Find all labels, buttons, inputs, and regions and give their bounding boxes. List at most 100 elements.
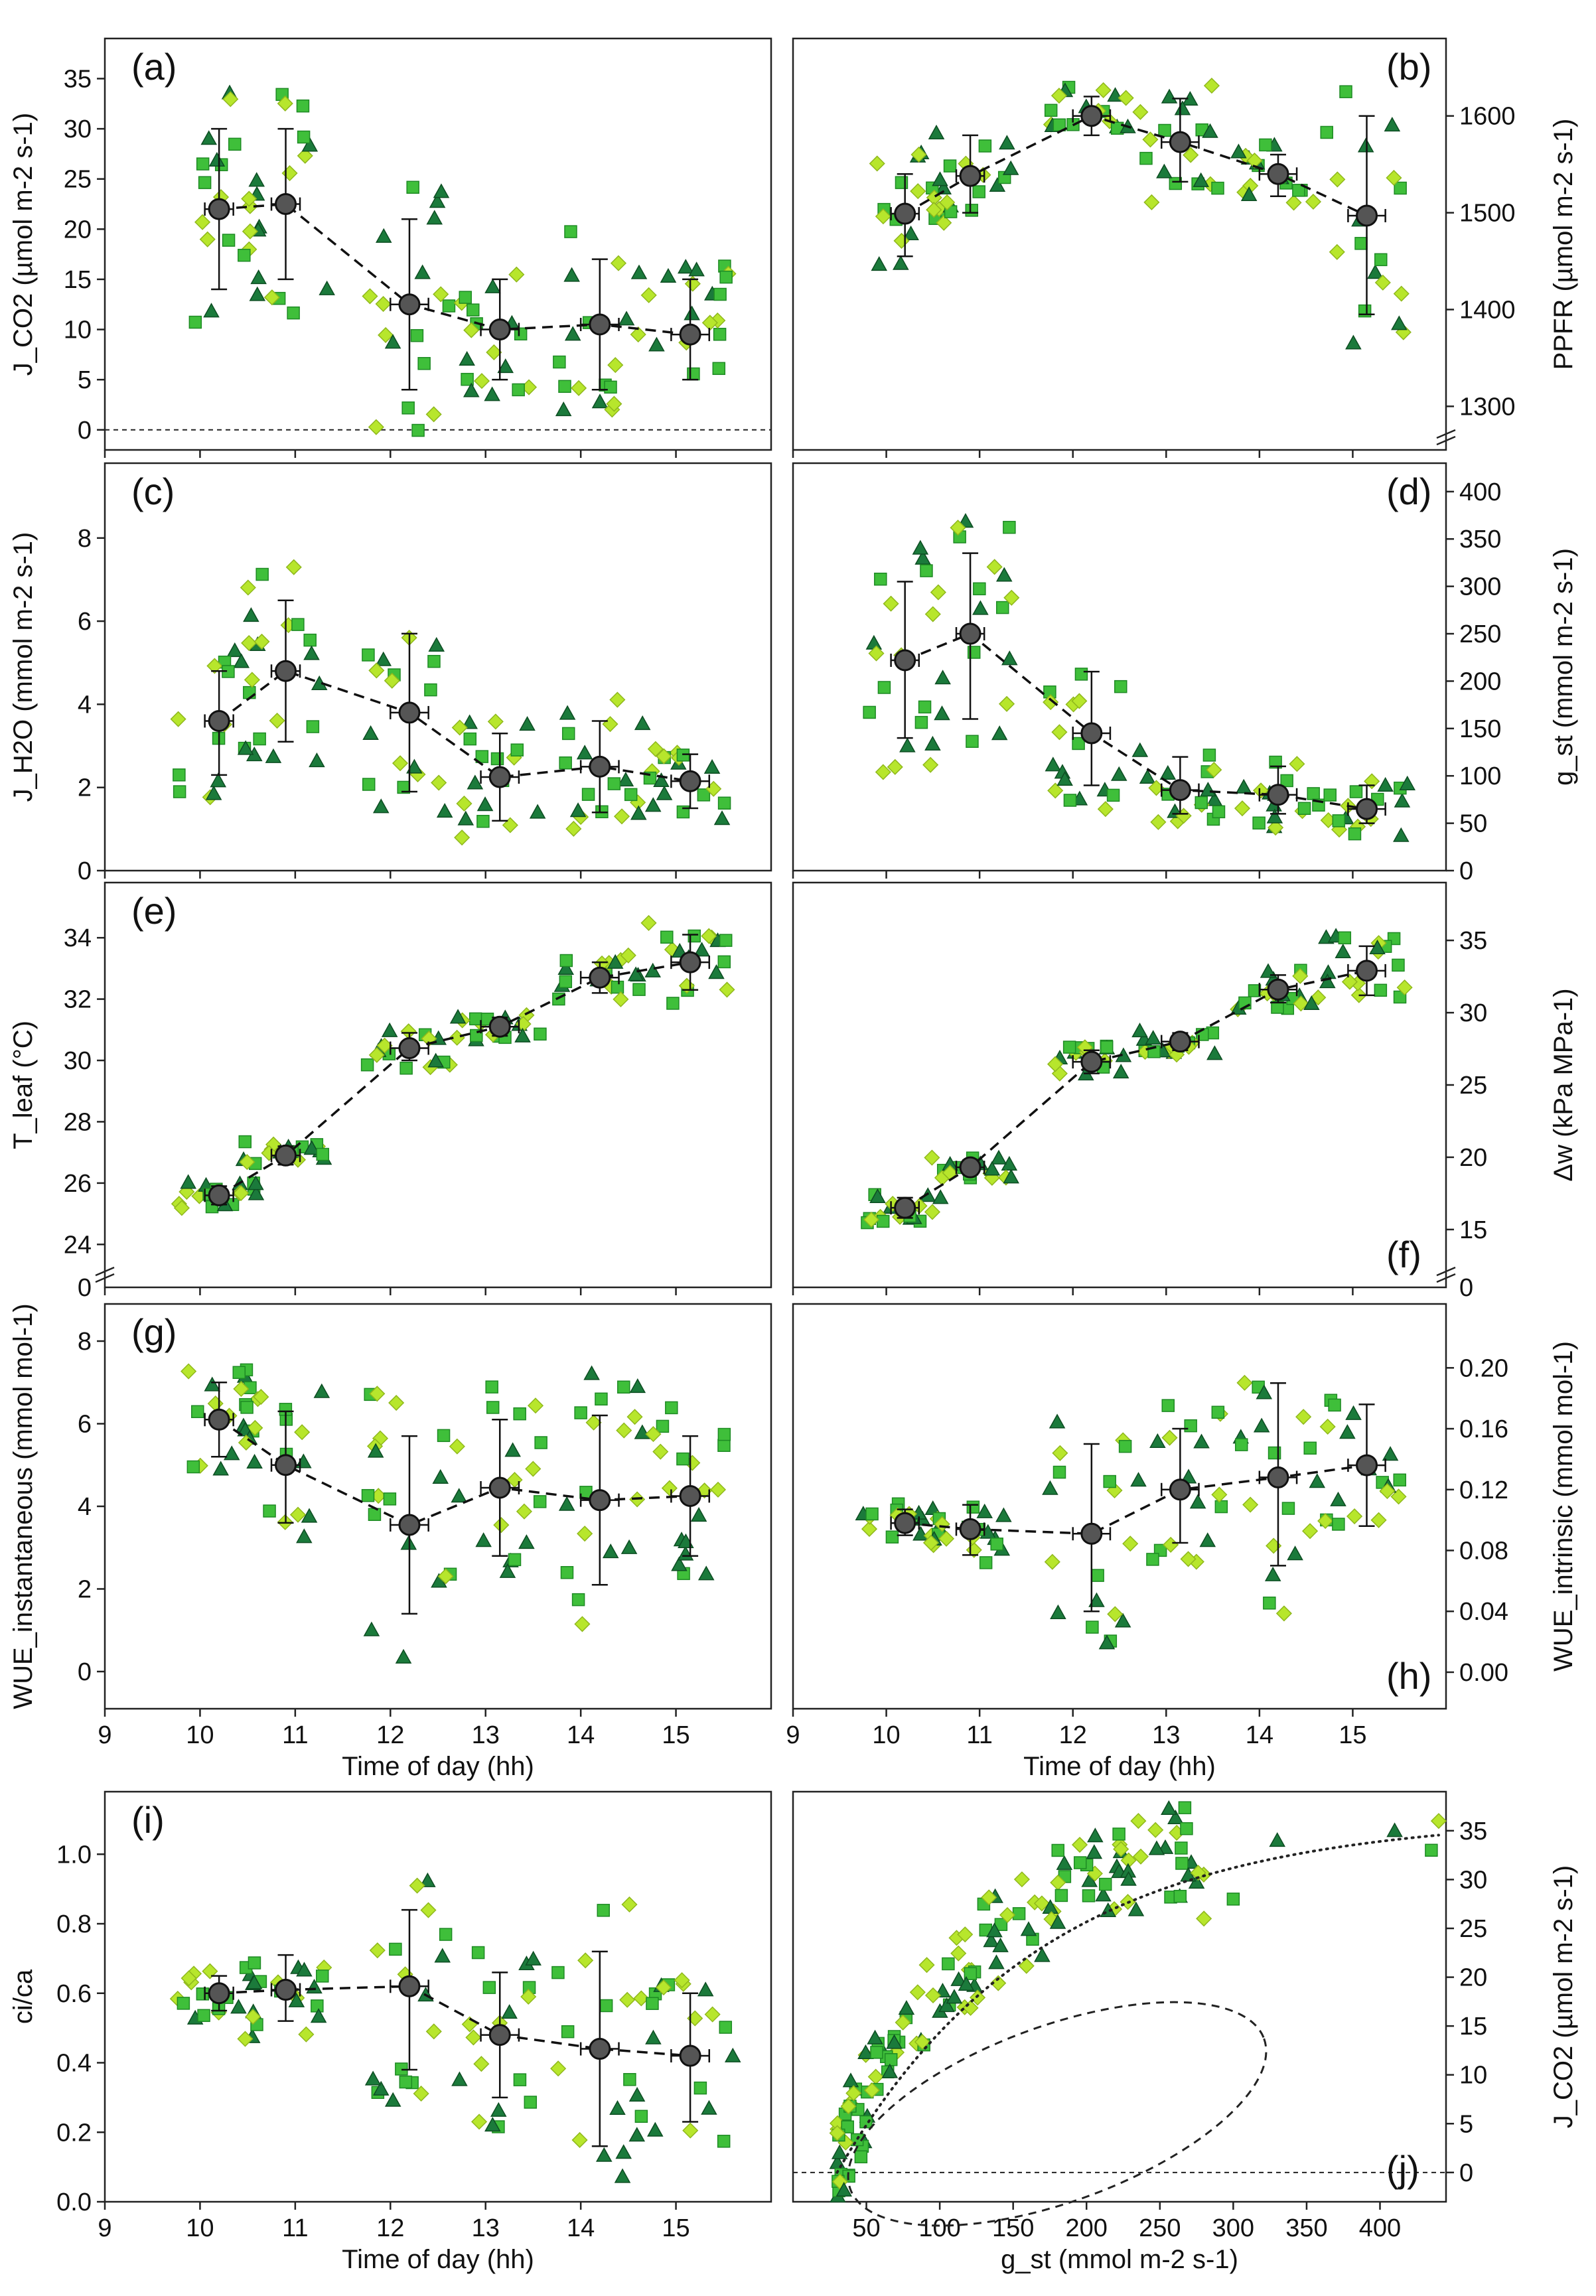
observation-point: [285, 559, 302, 575]
x-tick-label: 350: [1285, 2214, 1327, 2242]
observation-point: [609, 2100, 626, 2115]
observation-point: [1130, 1472, 1147, 1487]
mean-point: [589, 1489, 611, 1512]
observation-point: [456, 795, 472, 812]
observation-point: [467, 774, 484, 790]
observation-point: [463, 382, 480, 397]
observation-point: [1317, 1512, 1334, 1530]
observation-point: [550, 2060, 567, 2077]
observation-point: [527, 1398, 544, 1414]
y-tick-label: 100: [1459, 762, 1501, 790]
observation-point: [1329, 171, 1346, 188]
x-tick-label: 11: [282, 1721, 308, 1749]
observation-point: [869, 1188, 886, 1203]
observation-point: [1142, 131, 1159, 148]
observation-point: [1345, 1405, 1362, 1420]
observation-point: [1293, 995, 1309, 1012]
observation-point: [437, 1568, 454, 1585]
panel-f: 15 20 25 30 35 0 Δw (kPa MPa-1) (f): [792, 881, 1578, 1302]
observation-point: [1330, 1491, 1346, 1506]
observation-point: [992, 1937, 1009, 1952]
observation-point: [520, 1988, 537, 2005]
observation-point: [583, 1365, 600, 1380]
observation-point: [1341, 973, 1358, 990]
observation-point: [311, 1999, 324, 2013]
panel-d: 0 50 100 150 200 250 300 350 400 g_st (mmol m-2 s…: [792, 462, 1578, 885]
observation-point: [1178, 1801, 1192, 1814]
observation-point: [471, 1946, 485, 1960]
observation-point: [1013, 1871, 1030, 1888]
observation-point: [1054, 1889, 1068, 1902]
observation-point: [254, 633, 270, 650]
x-tick-label: 50: [852, 2214, 880, 2242]
observation-point: [1319, 973, 1336, 989]
observation-point: [513, 2073, 527, 2086]
observation-point: [989, 177, 1006, 192]
observation-point: [1150, 814, 1167, 830]
observation-point: [914, 715, 928, 729]
observation-point: [676, 1452, 689, 1466]
observation-point: [1394, 181, 1407, 195]
observation-point: [943, 159, 957, 173]
observation-point: [656, 748, 672, 764]
observation-point: [244, 672, 260, 688]
observation-point: [674, 1972, 690, 1989]
observation-point: [626, 1409, 643, 1425]
x-tick-label: 11: [282, 2214, 308, 2242]
observation-point: [1193, 172, 1209, 187]
y-tick-label: 1400: [1459, 296, 1516, 324]
observation-point: [516, 1503, 533, 1520]
y-axis-label: J_CO2 (µmol m-2 s-1): [1549, 1865, 1578, 2128]
mean-point: [1169, 779, 1191, 802]
observation-point: [497, 358, 514, 374]
observation-point: [313, 1383, 330, 1398]
observation-point: [230, 1999, 247, 2014]
y-tick-label: 6: [78, 608, 92, 636]
observation-point: [207, 1396, 224, 1412]
observation-point: [1148, 1840, 1165, 1855]
observation-point: [616, 1422, 632, 1439]
mean-point: [1080, 1522, 1103, 1545]
observation-point: [205, 785, 222, 800]
y-tick-label: 350: [1459, 526, 1501, 553]
observation-point: [1132, 1848, 1149, 1865]
observation-point: [990, 1975, 1007, 1991]
observation-point: [1161, 1800, 1177, 1815]
observation-point: [1106, 788, 1120, 802]
observation-point: [630, 326, 646, 343]
observation-point: [1305, 193, 1322, 210]
observation-point: [425, 406, 442, 423]
observation-point: [688, 929, 701, 943]
panel-b: 1300 1400 1500 1600 PPFR (µmol m-2 s-1) (b): [792, 37, 1578, 458]
observation-point: [717, 796, 731, 810]
plot-frame: [104, 1303, 772, 1710]
observation-point: [701, 2100, 717, 2115]
observation-point: [1329, 244, 1345, 260]
observation-point: [1180, 1867, 1197, 1882]
plot-frame: [104, 37, 772, 451]
observation-point: [1226, 1893, 1240, 1906]
y-axis-label: J_H2O (mmol m-2 s-1): [9, 532, 38, 802]
mean-point: [1356, 1454, 1378, 1476]
x-tick-label: 15: [662, 2214, 689, 2242]
observation-point: [1199, 1532, 1216, 1547]
observation-point: [628, 2086, 646, 2102]
x-tick-label: 9: [98, 2214, 111, 2242]
x-axis-label: Time of day (hh): [342, 2245, 534, 2274]
mean-point: [488, 1476, 511, 1499]
y-tick-label: 0: [1459, 2159, 1473, 2187]
x-tick-label: 150: [992, 2214, 1034, 2242]
observation-point: [1346, 1508, 1363, 1525]
mean-trend-line: [218, 202, 691, 336]
observation-point: [1295, 1409, 1312, 1425]
y-tick-label: 15: [1459, 1216, 1487, 1244]
observation-point: [1246, 152, 1263, 169]
mean-point: [208, 198, 230, 220]
observation-point: [581, 788, 595, 801]
observation-point: [243, 685, 256, 699]
observation-point: [484, 278, 501, 293]
mean-point: [275, 1979, 297, 2001]
mean-point: [679, 323, 701, 346]
observation-point: [938, 1530, 955, 1547]
observation-point: [653, 772, 670, 788]
